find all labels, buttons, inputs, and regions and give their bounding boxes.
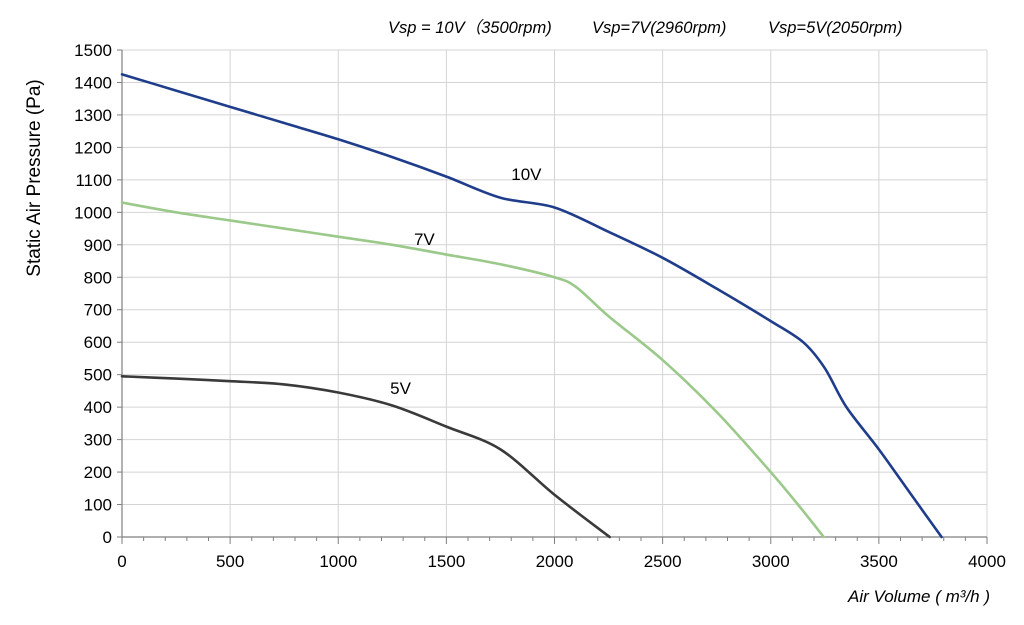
y-tick-label: 600	[84, 333, 112, 352]
y-tick-label: 800	[84, 268, 112, 287]
y-tick-label: 900	[84, 236, 112, 255]
x-tick-label: 500	[216, 552, 244, 571]
y-tick-label: 1400	[74, 73, 112, 92]
x-tick-label: 1500	[427, 552, 465, 571]
tick-labels: 0 100 200 300 400 500 600 700 800 900 1000 1100 1200…	[74, 41, 1006, 571]
y-tick-label: 700	[84, 301, 112, 320]
x-tick-label: 3500	[860, 552, 898, 571]
series-line-7v	[120, 201, 826, 539]
x-tick-label: 3000	[752, 552, 790, 571]
x-tick-label: 0	[117, 552, 126, 571]
grid	[122, 49, 988, 537]
curve-label-5v: 5V	[390, 379, 411, 398]
x-axis-label: Air Volume ( m³/h )	[847, 587, 990, 606]
y-tick-label: 1300	[74, 106, 112, 125]
curve-annotations: 10V 7V 5V	[390, 165, 542, 398]
y-tick-label: 400	[84, 398, 112, 417]
header-label-7v: Vsp=7V(2960rpm)	[592, 19, 726, 37]
series-lines	[120, 73, 943, 539]
y-tick-label: 0	[103, 528, 112, 547]
y-tick-label: 300	[84, 431, 112, 450]
x-tick-label: 2500	[644, 552, 682, 571]
axes	[117, 49, 988, 544]
x-tick-label: 2000	[536, 552, 574, 571]
x-tick-label: 1000	[319, 552, 357, 571]
header-label-10v: Vsp = 10V（3500rpm)	[388, 18, 552, 37]
header-label-5v: Vsp=5V(2050rpm)	[768, 19, 902, 37]
y-tick-label: 1100	[75, 171, 112, 190]
curve-label-10v: 10V	[511, 165, 542, 184]
series-line-10v	[120, 73, 943, 539]
series-line-5v	[120, 374, 611, 539]
y-tick-label: 200	[84, 463, 112, 482]
y-tick-label: 500	[84, 366, 112, 385]
y-tick-label: 100	[84, 496, 112, 515]
y-tick-label: 1000	[74, 203, 112, 222]
y-tick-label: 1200	[74, 138, 112, 157]
y-tick-label: 1500	[74, 41, 112, 60]
x-tick-label: 4000	[968, 552, 1006, 571]
curve-label-7v: 7V	[414, 230, 435, 249]
header-legend: Vsp = 10V（3500rpm) Vsp=7V(2960rpm) Vsp=5…	[388, 18, 902, 37]
y-axis-label: Static Air Pressure (Pa)	[24, 79, 45, 276]
